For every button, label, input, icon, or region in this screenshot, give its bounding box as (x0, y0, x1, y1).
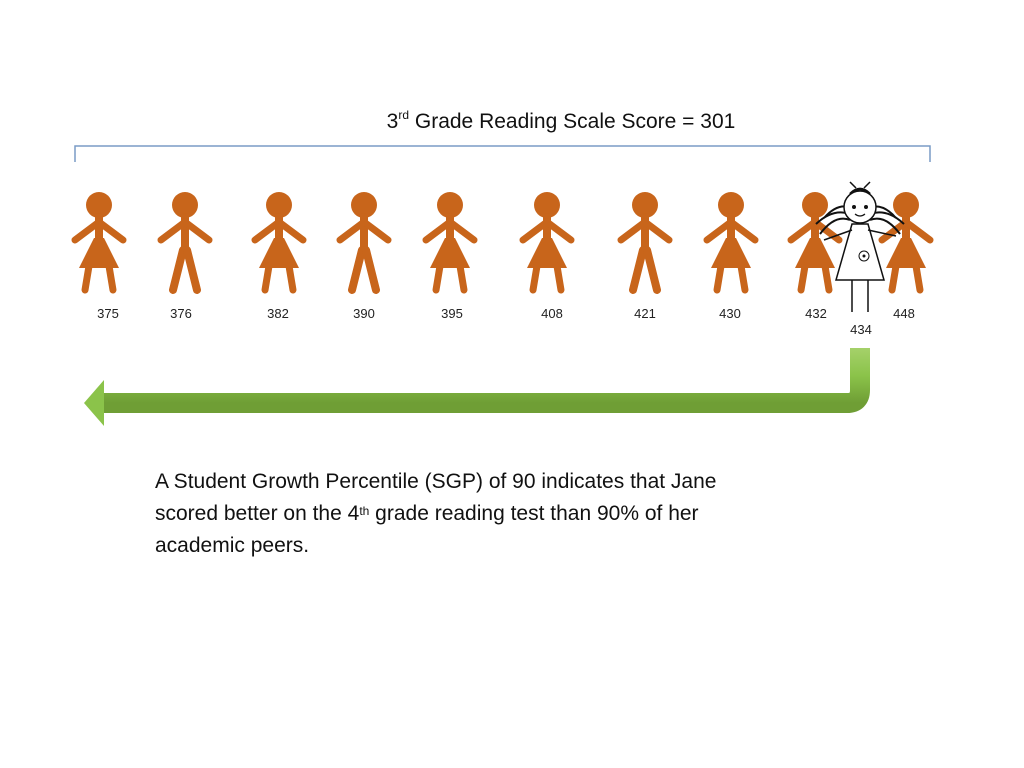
peer-figure-boy (617, 192, 673, 294)
score-label: 375 (97, 306, 119, 321)
bracket-line (74, 145, 931, 162)
arrow-head (84, 380, 104, 426)
caption-line-1: A Student Growth Percentile (SGP) of 90 … (155, 470, 717, 493)
peer-figure-girl (71, 192, 127, 294)
peer-figure-girl (703, 192, 759, 294)
peer-figure-girl (422, 192, 478, 294)
score-label: 432 (805, 306, 827, 321)
peer-figure-girl (251, 192, 307, 294)
chart-title: 3rd Grade Reading Scale Score = 301 (0, 108, 1024, 134)
caption-line-2: scored better on the 4th grade reading t… (155, 502, 699, 525)
jane-score-label: 434 (850, 322, 872, 337)
grade-number: 3 (386, 110, 399, 133)
caption: A Student Growth Percentile (SGP) of 90 … (155, 466, 795, 562)
peer-figure-boy (336, 192, 392, 294)
caption-line-3: academic peers. (155, 534, 310, 557)
score-label: 376 (170, 306, 192, 321)
score-label: 382 (267, 306, 289, 321)
score-label: 430 (719, 306, 741, 321)
arrow-shaft (104, 348, 870, 413)
score-label: 448 (893, 306, 915, 321)
jane-figure (815, 181, 905, 312)
score-label: 408 (541, 306, 563, 321)
score-label: 390 (353, 306, 375, 321)
score-label: 395 (441, 306, 463, 321)
peer-figure-girl (787, 192, 843, 294)
peer-figure-boy (157, 192, 213, 294)
peer-figure-girl (519, 192, 575, 294)
score-label: 421 (634, 306, 656, 321)
title-text: Grade Reading Scale Score = 301 (409, 110, 736, 133)
grade-ordinal: rd (398, 108, 410, 122)
